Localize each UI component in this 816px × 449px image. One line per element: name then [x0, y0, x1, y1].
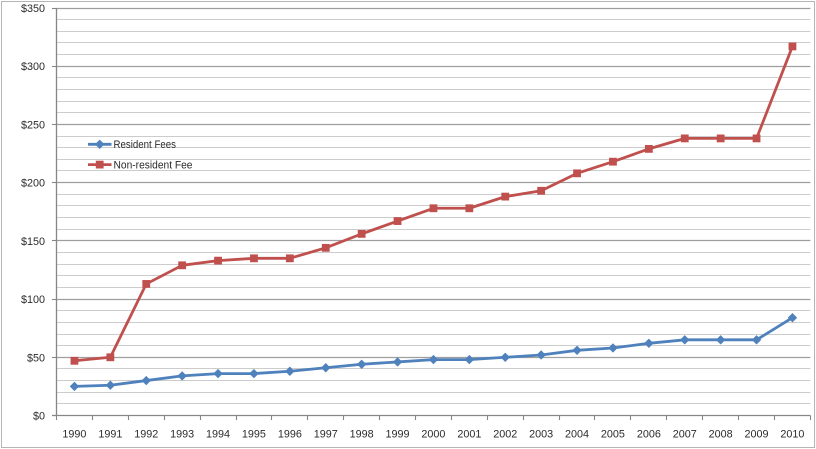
svg-text:$200: $200: [21, 178, 45, 190]
svg-text:$150: $150: [21, 236, 45, 248]
svg-text:1997: 1997: [314, 429, 338, 441]
svg-text:2005: 2005: [601, 429, 625, 441]
svg-text:$350: $350: [21, 3, 45, 15]
svg-text:1998: 1998: [350, 429, 374, 441]
svg-text:1990: 1990: [62, 429, 86, 441]
svg-text:$250: $250: [21, 119, 45, 131]
svg-text:Non-resident Fee: Non-resident Fee: [114, 160, 193, 172]
svg-text:1996: 1996: [278, 429, 302, 441]
svg-text:1992: 1992: [134, 429, 158, 441]
svg-text:2001: 2001: [457, 429, 481, 441]
svg-text:1999: 1999: [386, 429, 410, 441]
svg-text:2002: 2002: [493, 429, 517, 441]
svg-text:2004: 2004: [565, 429, 589, 441]
svg-text:$0: $0: [33, 411, 45, 423]
svg-text:Resident Fees: Resident Fees: [114, 139, 177, 151]
svg-text:$100: $100: [21, 294, 45, 306]
svg-text:1994: 1994: [206, 429, 230, 441]
svg-text:2003: 2003: [529, 429, 553, 441]
svg-text:1991: 1991: [98, 429, 122, 441]
svg-text:2008: 2008: [709, 429, 733, 441]
svg-text:1993: 1993: [170, 429, 194, 441]
svg-text:2009: 2009: [745, 429, 769, 441]
svg-text:2000: 2000: [421, 429, 445, 441]
svg-text:1995: 1995: [242, 429, 266, 441]
svg-text:2007: 2007: [673, 429, 697, 441]
svg-text:2006: 2006: [637, 429, 661, 441]
svg-text:$300: $300: [21, 61, 45, 73]
svg-text:2010: 2010: [780, 429, 804, 441]
svg-text:$50: $50: [27, 352, 45, 364]
